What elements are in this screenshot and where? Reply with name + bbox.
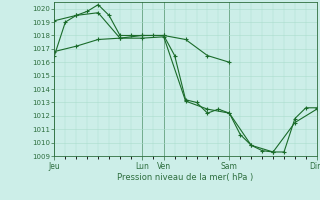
X-axis label: Pression niveau de la mer( hPa ): Pression niveau de la mer( hPa )	[117, 173, 254, 182]
